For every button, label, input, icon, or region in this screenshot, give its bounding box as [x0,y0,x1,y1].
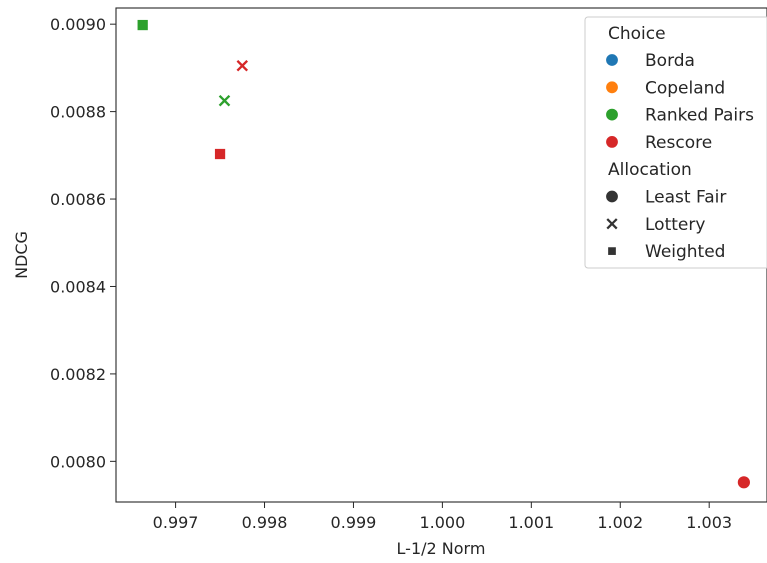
x-tick-label: 1.001 [508,513,554,532]
legend-marker [607,246,617,256]
plot-frame [115,7,767,503]
legend-title-choice: Choice [608,24,666,44]
y-tick-label: 0.0088 [50,103,106,122]
legend-entry-label: Ranked Pairs [645,106,754,126]
legend-frame [584,16,767,269]
data-point [214,148,226,160]
legend-entry-label: Weighted [645,242,725,262]
legend-entry-label: Borda [645,51,695,71]
legend-entry-label: Lottery [645,215,705,235]
x-tick-label: 1.002 [597,513,643,532]
legend-marker [605,217,619,231]
data-point [136,19,149,31]
legend-marker [605,107,619,122]
x-tick-label: 1.003 [686,513,732,532]
data-point [235,59,249,73]
legend-marker [605,80,619,95]
data-point [217,94,232,108]
y-tick-label: 0.0086 [50,190,106,209]
data-points [136,19,751,490]
x-tick-label: 0.997 [153,513,199,532]
legend-entry-label: Copeland [645,78,725,98]
y-tick-label: 0.0080 [50,452,106,471]
y-tick-label: 0.0090 [50,15,106,34]
legend-title-allocation: Allocation [608,160,692,180]
data-point [736,475,751,490]
x-tick-label: 0.999 [331,513,377,532]
y-tick-label: 0.0084 [50,277,106,296]
legend-marker [605,135,619,149]
y-tick-label: 0.0082 [50,365,106,384]
x-tick-label: 1.000 [419,513,465,532]
legend-entry-label: Least Fair [645,188,726,208]
legend-entry-label: Rescore [645,133,712,153]
axis-ticks: 0.997 0.998 0.999 1.000 1.001 1.002 1.003 0.008… [50,15,732,532]
legend: Choice Borda Copeland Ranked Pairs Rescore Al… [584,16,767,269]
y-axis-label: NDCG [12,231,31,279]
x-tick-label: 0.998 [242,513,288,532]
x-axis-label: L-1/2 Norm [397,539,486,558]
legend-marker [605,189,619,204]
legend-marker [605,53,619,67]
